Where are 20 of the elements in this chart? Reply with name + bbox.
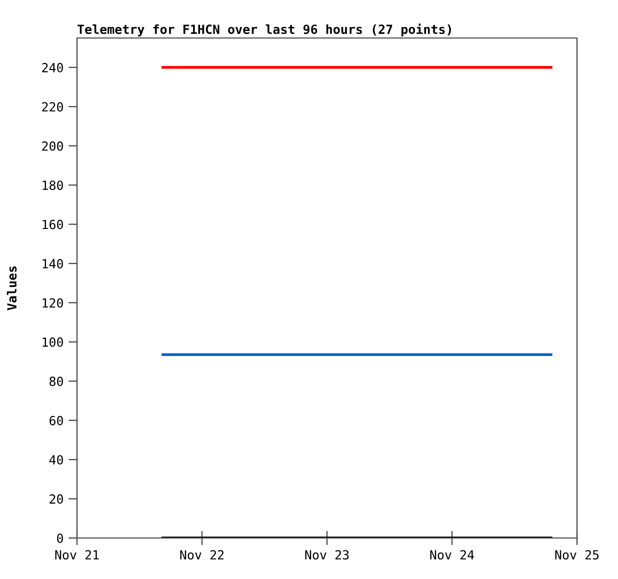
y-tick-label: 160 — [42, 220, 63, 230]
y-tick-label: 0 — [57, 534, 63, 543]
x-tick-label: Nov 23 — [305, 550, 349, 560]
y-tick-label: 40 — [49, 455, 63, 465]
y-tick-label: 80 — [50, 376, 63, 386]
y-tick-label: 140 — [42, 258, 63, 268]
x-tick-label: Nov 22 — [180, 550, 224, 560]
y-tick-label: 200 — [42, 141, 63, 151]
y-tick-label: 220 — [42, 102, 63, 112]
y-axis-title: Values — [6, 266, 17, 310]
y-tick-label: 100 — [42, 337, 63, 347]
chart-title: Telemetry for F1HCN over last 96 hours (27 points) — [78, 24, 451, 36]
y-tick-label: 240 — [42, 62, 63, 72]
x-tick-label: Nov 21 — [55, 550, 99, 560]
x-tick-label: Nov 25 — [555, 550, 599, 560]
y-tick-label: 60 — [50, 416, 63, 426]
x-tick-label: Nov 24 — [430, 550, 474, 560]
y-tick-label: 120 — [42, 298, 63, 308]
y-tick-label: 180 — [42, 180, 63, 190]
y-tick-label: 20 — [50, 494, 63, 504]
